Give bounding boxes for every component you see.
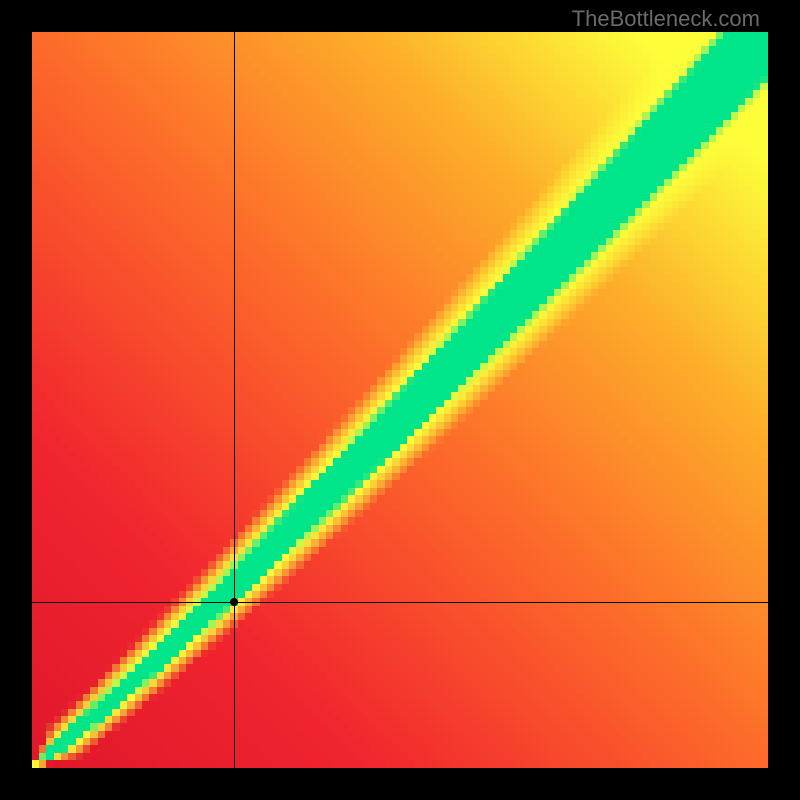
watermark-text: TheBottleneck.com [572,6,760,32]
crosshair-vertical [234,32,235,768]
selection-marker [230,598,238,606]
crosshair-horizontal [32,602,768,603]
bottleneck-heatmap [32,32,768,768]
